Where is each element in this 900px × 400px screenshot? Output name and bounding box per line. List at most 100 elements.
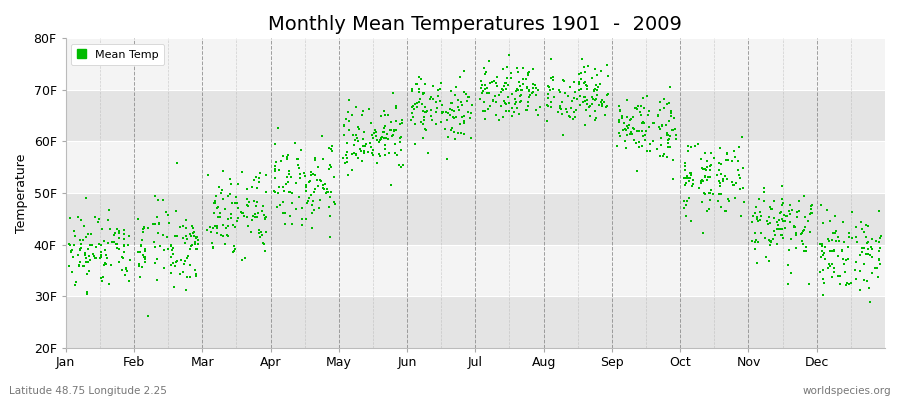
Point (489, 98, 503, 105)
Point (651, 113, 665, 119)
Point (255, 208, 269, 214)
Point (630, 106, 644, 112)
Point (384, 182, 399, 188)
Point (624, 131, 638, 137)
Point (763, 242, 778, 249)
Point (179, 232, 194, 239)
Point (245, 216, 259, 223)
Point (872, 248, 886, 255)
Point (79, 194, 94, 201)
Point (865, 236, 879, 242)
Point (311, 183, 326, 189)
Point (744, 238, 759, 244)
Point (267, 168, 282, 174)
Point (815, 251, 830, 258)
Point (514, 98, 528, 105)
Point (645, 120, 660, 126)
Point (780, 281, 795, 288)
Point (616, 126, 630, 133)
Point (284, 221, 299, 227)
Point (351, 126, 365, 132)
Point (634, 120, 649, 126)
Point (135, 237, 149, 243)
Point (184, 233, 198, 240)
Point (418, 109, 433, 115)
Point (356, 148, 371, 154)
Point (541, 83, 555, 90)
Point (706, 155, 721, 161)
Point (632, 139, 646, 146)
Point (79, 258, 94, 265)
Point (304, 202, 319, 208)
Point (251, 210, 266, 216)
Point (628, 140, 643, 146)
Point (149, 256, 164, 262)
Point (67, 228, 81, 235)
Point (718, 208, 733, 214)
Point (374, 112, 388, 119)
Point (220, 215, 235, 222)
Point (652, 98, 667, 105)
Point (714, 191, 728, 197)
Point (101, 217, 115, 224)
Point (498, 80, 512, 86)
Point (411, 89, 426, 96)
Point (727, 181, 742, 188)
Point (117, 227, 131, 233)
Point (109, 226, 123, 232)
Point (340, 171, 355, 178)
Point (763, 238, 778, 244)
Point (595, 102, 609, 109)
Point (662, 144, 677, 150)
Point (234, 257, 248, 263)
Point (599, 62, 614, 68)
Point (522, 94, 536, 100)
Point (279, 154, 293, 160)
Point (234, 168, 248, 175)
Point (837, 239, 851, 245)
Point (176, 235, 191, 241)
Point (157, 247, 171, 253)
Point (827, 246, 842, 253)
Point (864, 244, 878, 250)
Point (814, 248, 829, 254)
Point (508, 88, 523, 94)
Point (753, 212, 768, 219)
Point (556, 76, 571, 83)
Point (112, 259, 126, 265)
Point (848, 267, 862, 273)
Point (444, 88, 458, 94)
Point (279, 174, 293, 181)
Point (451, 130, 465, 136)
Point (838, 268, 852, 275)
Point (683, 144, 698, 150)
Point (857, 229, 871, 236)
Point (135, 237, 149, 243)
Point (283, 188, 297, 195)
Point (662, 118, 676, 124)
Point (713, 183, 727, 189)
Point (455, 114, 470, 120)
Point (188, 239, 202, 246)
Point (152, 220, 166, 226)
Point (518, 76, 533, 82)
Point (590, 92, 604, 98)
Point (361, 149, 375, 155)
Point (424, 94, 438, 101)
Point (837, 260, 851, 267)
Point (845, 235, 859, 241)
Point (429, 99, 444, 106)
Point (148, 260, 163, 266)
Point (865, 270, 879, 276)
Point (582, 103, 597, 110)
Point (561, 92, 575, 99)
Point (358, 143, 373, 149)
Point (510, 69, 525, 75)
Point (560, 109, 574, 115)
Point (339, 116, 354, 122)
Point (500, 74, 515, 81)
Point (840, 257, 854, 264)
Point (292, 165, 306, 172)
Point (183, 245, 197, 252)
Point (487, 93, 501, 99)
